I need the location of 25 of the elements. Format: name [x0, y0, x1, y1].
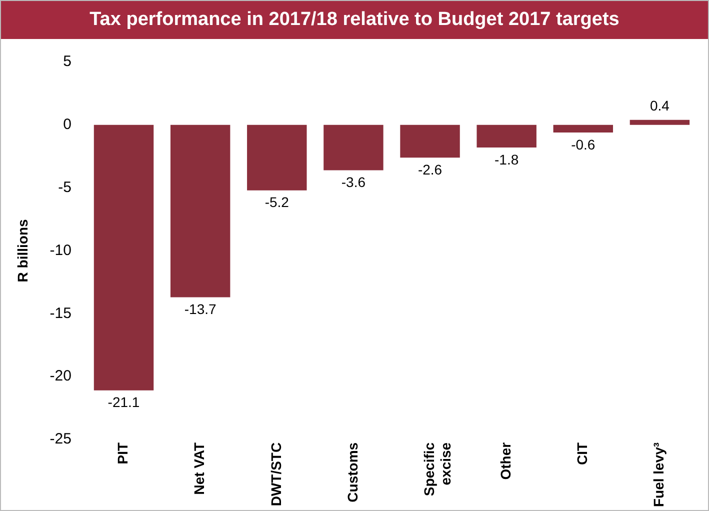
y-tick-label: -20 [50, 368, 72, 385]
data-label: -13.7 [184, 301, 216, 318]
data-label: -5.2 [264, 194, 290, 210]
data-label: -3.6 [341, 174, 366, 190]
data-label: -0.6 [571, 136, 596, 152]
x-tick-label: PIT [114, 442, 131, 464]
data-label: -1.8 [494, 151, 519, 168]
y-tick-label: -15 [50, 304, 72, 322]
y-tick-label: -25 [50, 430, 72, 448]
x-tick-label: DWT/STC [268, 442, 284, 506]
data-label: 0.4 [650, 98, 670, 114]
data-label: -2.6 [418, 161, 442, 178]
x-tick-label: Other [497, 442, 514, 480]
y-tick-label: -5 [58, 178, 72, 196]
x-tick-label: CIT [574, 442, 590, 465]
data-label: -21.1 [108, 394, 140, 410]
chart-title: Tax performance in 2017/18 relative to Budget 2017 targets [1, 1, 708, 39]
x-tick-label: Customs [344, 442, 360, 502]
x-tick-label: Net VAT [191, 442, 208, 495]
y-tick-label: 5 [63, 53, 72, 70]
y-tick-label: -10 [50, 242, 72, 259]
x-tick-label: Specific excise [420, 442, 454, 496]
x-tick-label: Fuel levy³ [650, 442, 667, 508]
y-axis-title: R billions [14, 218, 30, 282]
y-tick-label: 0 [63, 116, 72, 134]
